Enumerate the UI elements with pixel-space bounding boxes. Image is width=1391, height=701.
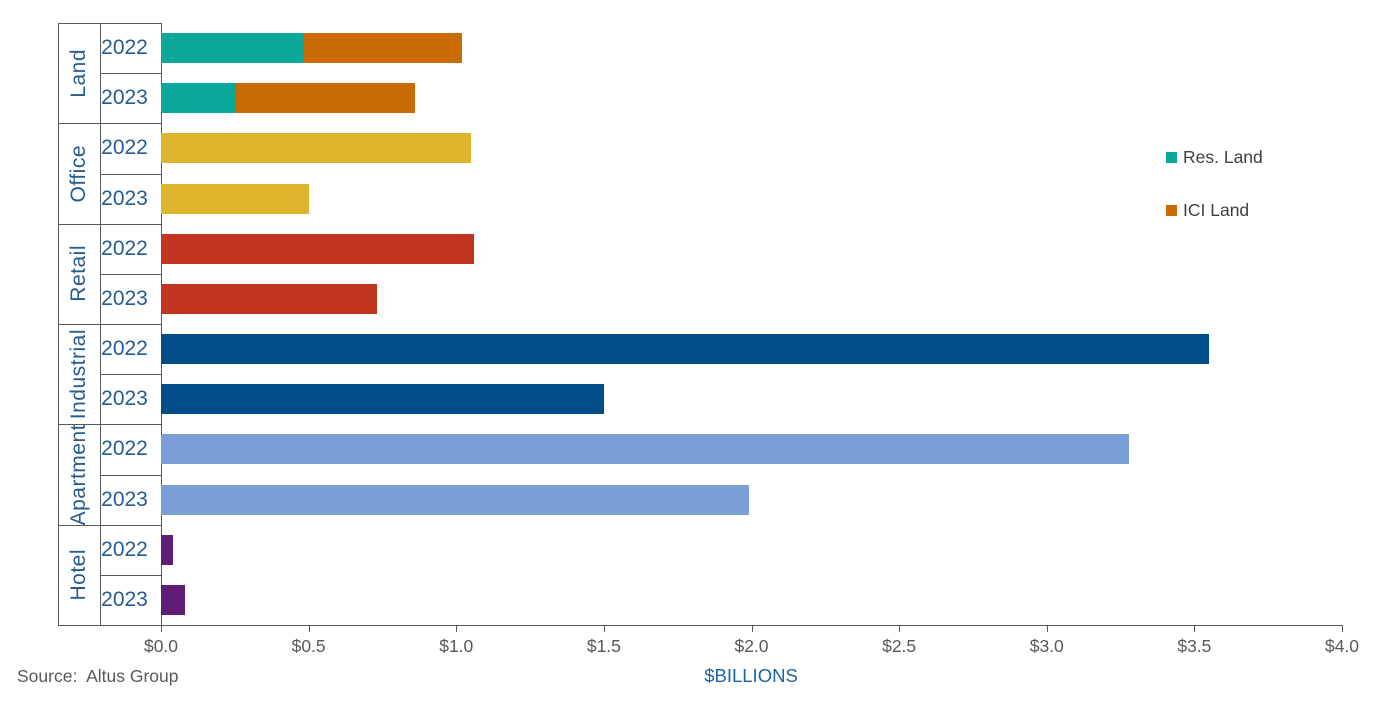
x-tick-label-3-5: $3.5 <box>1177 636 1212 656</box>
bar-segment-office-2022-office <box>161 133 471 164</box>
x-tick-label-1-0: $1.0 <box>439 636 474 656</box>
category-separator-line <box>58 424 161 425</box>
bar-segment-land-2022-res-land <box>161 33 303 64</box>
category-cell-hotel: Hotel <box>58 525 100 625</box>
x-axis-tick <box>1047 625 1048 632</box>
year-label-retail-2022: 2022 <box>101 236 148 260</box>
year-label-apartment-2022: 2022 <box>101 437 148 461</box>
year-label-land-2023: 2023 <box>101 86 148 110</box>
x-tick-label-3-0: $3.0 <box>1029 636 1064 656</box>
legend-swatch-ici-land-icon <box>1166 204 1177 216</box>
x-axis-tick <box>1194 625 1195 632</box>
legend-item-res-land: Res. Land <box>1166 146 1263 168</box>
bar-segment-industrial-2023-industrial <box>161 384 604 415</box>
bar-segment-apartment-2023-apartment <box>161 484 749 515</box>
x-tick-label-1-5: $1.5 <box>586 636 621 656</box>
category-separator-line <box>58 123 161 124</box>
category-separator-line <box>58 525 161 526</box>
x-axis-line <box>58 625 1343 626</box>
category-label-industrial: Industrial <box>67 329 90 420</box>
bar-segment-industrial-2022-industrial <box>161 334 1210 365</box>
x-axis-tick <box>752 625 753 632</box>
x-axis-tick <box>1342 625 1343 632</box>
source-note: Source: Altus Group <box>17 666 179 686</box>
year-separator-line <box>100 575 161 576</box>
year-label-land-2022: 2022 <box>101 36 148 60</box>
bar-segment-apartment-2022-apartment <box>161 434 1130 465</box>
x-axis-tick <box>309 625 310 632</box>
category-label-land: Land <box>67 48 90 98</box>
year-label-industrial-2022: 2022 <box>101 337 148 361</box>
category-separator-line <box>58 23 161 24</box>
bar-segment-retail-2023-retail <box>161 283 377 314</box>
legend-item-ici-land: ICI Land <box>1166 199 1263 221</box>
year-label-industrial-2023: 2023 <box>101 387 148 411</box>
legend-label-ici-land: ICI Land <box>1183 199 1250 220</box>
legend: Res. Land ICI Land <box>1166 146 1263 221</box>
year-label-hotel-2023: 2023 <box>101 587 148 611</box>
x-axis-tick <box>604 625 605 632</box>
x-axis-tick <box>899 625 900 632</box>
x-tick-label-0-5: $0.5 <box>291 636 326 656</box>
x-axis-title: $BILLIONS <box>704 665 798 686</box>
year-separator-line <box>100 174 161 175</box>
year-label-hotel-2022: 2022 <box>101 537 148 561</box>
bar-segment-land-2023-res-land <box>161 83 235 114</box>
x-axis-tick <box>456 625 457 632</box>
bar-segment-land-2023-ici-land <box>234 83 415 114</box>
bar-segment-hotel-2023-hotel <box>161 584 185 615</box>
category-label-apartment: Apartment <box>67 423 90 526</box>
category-label-hotel: Hotel <box>67 549 90 601</box>
year-label-apartment-2023: 2023 <box>101 487 148 511</box>
year-separator-line <box>100 73 161 74</box>
year-separator-line <box>100 274 161 275</box>
legend-swatch-res-land-icon <box>1166 151 1177 163</box>
bar-segment-retail-2022-retail <box>161 233 474 264</box>
category-label-retail: Retail <box>67 245 90 303</box>
x-tick-label-4-0: $4.0 <box>1324 636 1360 656</box>
category-cell-land: Land <box>58 23 100 123</box>
bar-segment-hotel-2022-hotel <box>161 534 173 565</box>
category-cell-industrial: Industrial <box>58 324 100 424</box>
category-cell-apartment: Apartment <box>58 423 100 526</box>
year-separator-line <box>100 475 161 476</box>
category-separator-line <box>58 224 161 225</box>
year-label-office-2022: 2022 <box>101 136 148 160</box>
bar-segment-land-2022-ici-land <box>302 33 463 64</box>
y-axis-line <box>161 23 162 632</box>
year-separator-line <box>100 374 161 375</box>
x-tick-label-0-0: $0.0 <box>143 636 179 656</box>
x-tick-label-2-0: $2.0 <box>734 636 769 656</box>
category-separator-line <box>58 324 161 325</box>
x-tick-label-2-5: $2.5 <box>882 636 917 656</box>
legend-label-res-land: Res. Land <box>1183 146 1263 167</box>
category-label-office: Office <box>67 144 90 203</box>
category-cell-office: Office <box>58 123 100 223</box>
bar-segment-office-2023-office <box>161 183 309 214</box>
category-cell-retail: Retail <box>58 224 100 324</box>
year-label-office-2023: 2023 <box>101 186 148 210</box>
year-label-retail-2023: 2023 <box>101 286 148 310</box>
